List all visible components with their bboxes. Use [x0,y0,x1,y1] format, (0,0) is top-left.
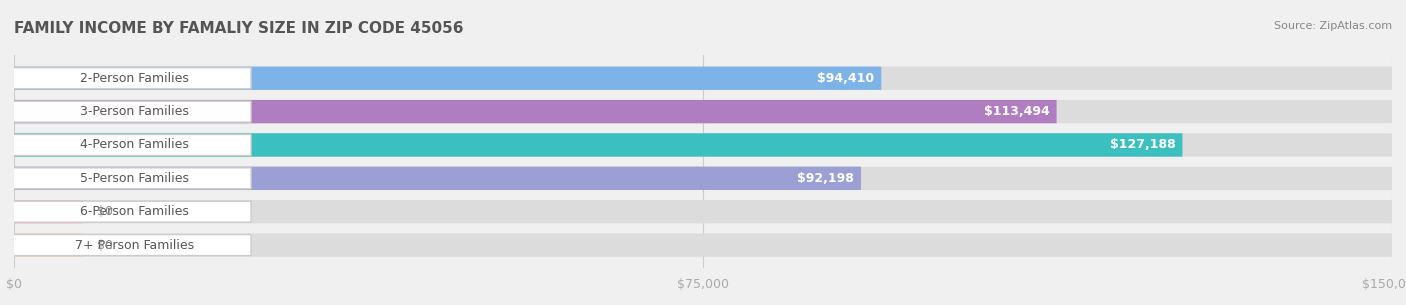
FancyBboxPatch shape [14,133,1182,157]
FancyBboxPatch shape [14,100,1392,123]
Text: Source: ZipAtlas.com: Source: ZipAtlas.com [1274,21,1392,31]
Text: 4-Person Families: 4-Person Families [80,138,188,152]
Text: 7+ Person Families: 7+ Person Families [75,239,194,252]
FancyBboxPatch shape [14,233,83,257]
FancyBboxPatch shape [14,66,882,90]
FancyBboxPatch shape [14,200,1392,223]
FancyBboxPatch shape [14,133,1392,157]
FancyBboxPatch shape [10,168,252,189]
Text: $94,410: $94,410 [817,72,875,85]
Text: 5-Person Families: 5-Person Families [80,172,190,185]
FancyBboxPatch shape [14,167,860,190]
FancyBboxPatch shape [14,167,1392,190]
Text: $113,494: $113,494 [984,105,1050,118]
Text: 6-Person Families: 6-Person Families [80,205,188,218]
FancyBboxPatch shape [10,201,252,222]
Text: $92,198: $92,198 [797,172,853,185]
Text: 3-Person Families: 3-Person Families [80,105,188,118]
FancyBboxPatch shape [10,235,252,256]
Text: $0: $0 [97,239,112,252]
FancyBboxPatch shape [10,68,252,89]
Text: $0: $0 [97,205,112,218]
Text: FAMILY INCOME BY FAMALIY SIZE IN ZIP CODE 45056: FAMILY INCOME BY FAMALIY SIZE IN ZIP COD… [14,21,464,36]
FancyBboxPatch shape [14,233,1392,257]
Text: $127,188: $127,188 [1109,138,1175,152]
FancyBboxPatch shape [14,66,1392,90]
FancyBboxPatch shape [10,135,252,156]
FancyBboxPatch shape [14,200,83,223]
FancyBboxPatch shape [10,101,252,122]
FancyBboxPatch shape [14,100,1056,123]
Text: 2-Person Families: 2-Person Families [80,72,188,85]
